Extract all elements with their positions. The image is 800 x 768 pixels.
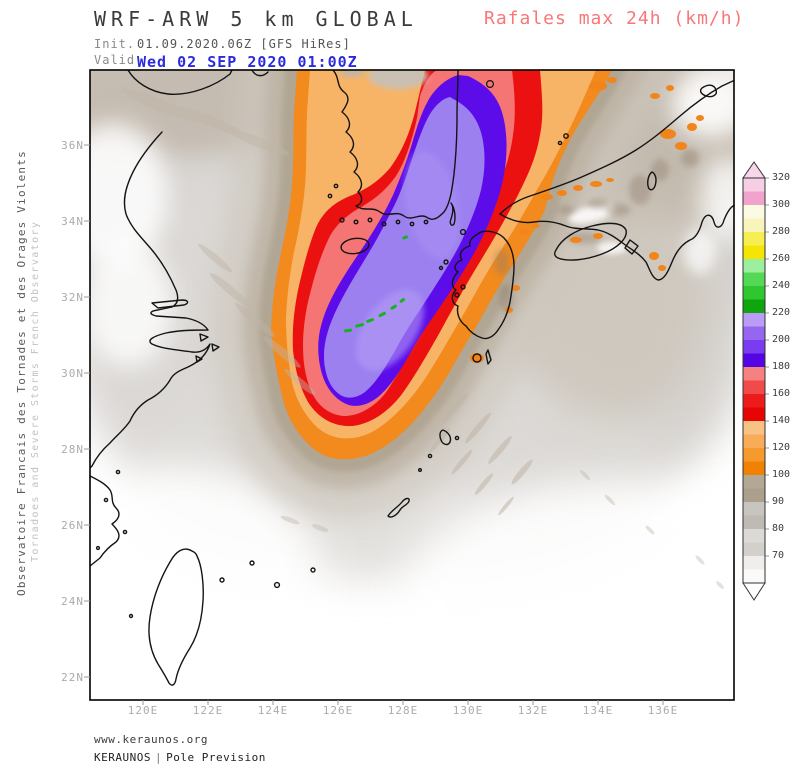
y-tick-label: 36N — [61, 139, 84, 152]
colorbar-tick-label: 200 — [772, 334, 791, 345]
model-title: WRF-ARW 5 km GLOBAL — [94, 7, 418, 31]
x-tick-label: 136E — [647, 704, 679, 717]
coast-okinawa — [387, 497, 410, 518]
brand-tagline: Pole Prevision — [166, 751, 266, 764]
x-tick-label: 132E — [517, 704, 549, 717]
coast-shikoku — [554, 222, 627, 261]
coast-honshu-south — [499, 204, 734, 281]
coast-kyushu — [451, 230, 515, 340]
coast-taiwan — [148, 548, 204, 686]
colorbar — [742, 161, 766, 601]
colorbar-tick-label: 140 — [772, 415, 791, 426]
y-tick-label: 24N — [61, 595, 84, 608]
x-tick-label: 128E — [387, 704, 419, 717]
brand-name: KERAUNOS — [94, 751, 151, 764]
colorbar-tick-label: 100 — [772, 469, 791, 480]
init-label: Init. — [94, 37, 136, 51]
watermark-french: Observatoire Francais des Tornades et de… — [15, 150, 28, 596]
coast-honshu-north — [499, 79, 734, 215]
y-tick-label: 22N — [61, 671, 84, 684]
coast-yakushima — [472, 353, 482, 363]
colorbar-tick-label: 280 — [772, 226, 791, 237]
coast-amami — [439, 429, 452, 446]
coast-tanegashima — [485, 349, 492, 365]
band-green-220-240 — [344, 235, 409, 333]
colorbar-tick-label: 70 — [772, 550, 785, 561]
x-tick-label: 134E — [582, 704, 614, 717]
colorbar-tick-label: 260 — [772, 253, 791, 264]
coast-chongming — [151, 299, 189, 309]
colorbar-tick-label: 160 — [772, 388, 791, 399]
coast-tsushima — [449, 202, 456, 226]
axis-ticks — [84, 144, 769, 705]
coastlines — [90, 70, 734, 686]
terrain-gust-spots — [470, 77, 704, 363]
typhoon-position-marker — [486, 79, 495, 88]
colorbar-tick-label: 220 — [772, 307, 791, 318]
colorbar-tick-label: 240 — [772, 280, 791, 291]
x-tick-label: 124E — [257, 704, 289, 717]
website-link[interactable]: www.keraunos.org — [94, 733, 208, 746]
x-tick-label: 122E — [192, 704, 224, 717]
coast-noto — [699, 84, 718, 98]
y-tick-label: 34N — [61, 215, 84, 228]
colorbar-tick-label: 320 — [772, 172, 791, 183]
y-tick-label: 30N — [61, 367, 84, 380]
coast-fujian — [90, 475, 120, 567]
x-tick-label: 130E — [452, 704, 484, 717]
coast-jeju — [340, 237, 370, 255]
y-tick-label: 28N — [61, 443, 84, 456]
x-tick-label: 126E — [322, 704, 354, 717]
gust-field — [90, 70, 734, 700]
valid-label: Valid. — [94, 53, 144, 67]
colorbar-tick-label: 300 — [772, 199, 791, 210]
y-tick-label: 32N — [61, 291, 84, 304]
y-tick-label: 26N — [61, 519, 84, 532]
coast-biwa — [647, 171, 657, 191]
product-title: Rafales max 24h (km/h) — [484, 8, 745, 29]
coast-zhoushan — [195, 333, 220, 363]
colorbar-tick-label: 80 — [772, 523, 785, 534]
colorbar-tick-label: 90 — [772, 496, 785, 507]
gust-bands — [271, 70, 612, 460]
map-border — [89, 69, 735, 701]
brand-separator: | — [154, 751, 163, 764]
colorbar-tick-label: 180 — [772, 361, 791, 372]
coast-awaji — [624, 239, 639, 255]
japan-terrain — [470, 77, 716, 363]
init-value: 01.09.2020.06Z [GFS HiRes] — [137, 37, 351, 51]
watermark-english: Tornadoes and Severe Storms French Obser… — [30, 220, 41, 562]
x-tick-label: 120E — [127, 704, 159, 717]
valid-value: Wed 02 SEP 2020 01:00Z — [137, 53, 358, 71]
coast-korea — [332, 70, 459, 221]
coast-china — [90, 131, 211, 469]
brand-line: KERAUNOS | Pole Prevision — [94, 751, 266, 764]
colorbar-tick-label: 120 — [772, 442, 791, 453]
sea-streaks — [120, 88, 724, 589]
coast-shandong — [127, 70, 233, 95]
